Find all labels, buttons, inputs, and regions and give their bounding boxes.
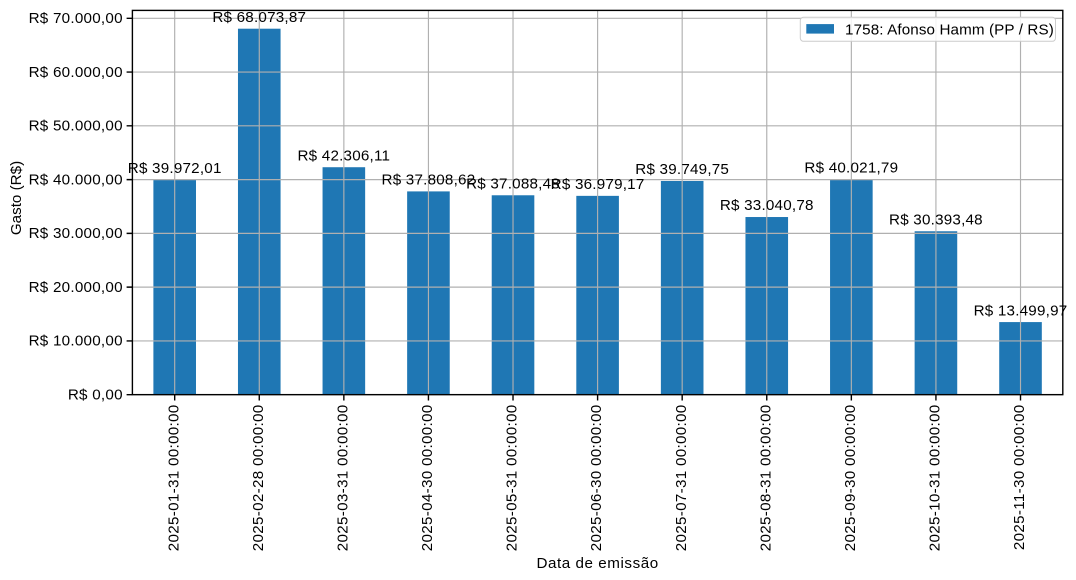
svg-text:2025-06-30 00:00:00: 2025-06-30 00:00:00: [588, 405, 605, 552]
svg-text:2025-02-28 00:00:00: 2025-02-28 00:00:00: [250, 405, 267, 552]
svg-text:R$ 40.000,00: R$ 40.000,00: [29, 171, 123, 188]
svg-text:2025-08-31 00:00:00: 2025-08-31 00:00:00: [757, 405, 774, 552]
svg-text:R$ 39.972,01: R$ 39.972,01: [128, 160, 222, 177]
svg-text:R$ 33.040,78: R$ 33.040,78: [720, 197, 814, 214]
svg-text:R$ 70.000,00: R$ 70.000,00: [29, 10, 123, 27]
svg-text:R$ 68.073,87: R$ 68.073,87: [212, 9, 306, 26]
svg-text:2025-10-31 00:00:00: 2025-10-31 00:00:00: [927, 405, 944, 552]
svg-text:R$ 20.000,00: R$ 20.000,00: [29, 279, 123, 296]
svg-text:R$ 30.000,00: R$ 30.000,00: [29, 225, 123, 242]
svg-text:R$ 37.088,48: R$ 37.088,48: [466, 175, 560, 192]
svg-text:R$ 13.499,97: R$ 13.499,97: [974, 302, 1068, 319]
svg-text:R$ 30.393,48: R$ 30.393,48: [889, 211, 983, 228]
svg-text:Gasto (R$): Gasto (R$): [8, 161, 25, 235]
svg-text:Data de emissão: Data de emissão: [536, 555, 658, 572]
svg-text:2025-09-30 00:00:00: 2025-09-30 00:00:00: [842, 405, 859, 552]
svg-text:2025-05-31 00:00:00: 2025-05-31 00:00:00: [504, 405, 521, 552]
svg-text:R$ 0,00: R$ 0,00: [68, 386, 123, 403]
svg-text:R$ 36.979,17: R$ 36.979,17: [551, 176, 645, 193]
svg-text:2025-07-31 00:00:00: 2025-07-31 00:00:00: [673, 405, 690, 552]
svg-text:R$ 50.000,00: R$ 50.000,00: [29, 118, 123, 135]
svg-text:R$ 37.808,62: R$ 37.808,62: [382, 172, 476, 189]
svg-text:R$ 60.000,00: R$ 60.000,00: [29, 64, 123, 81]
svg-text:R$ 10.000,00: R$ 10.000,00: [29, 333, 123, 350]
svg-text:R$ 40.021,79: R$ 40.021,79: [804, 160, 898, 177]
svg-text:2025-01-31 00:00:00: 2025-01-31 00:00:00: [165, 405, 182, 552]
svg-text:1758: Afonso Hamm (PP / RS): 1758: Afonso Hamm (PP / RS): [845, 22, 1054, 39]
svg-text:2025-04-30 00:00:00: 2025-04-30 00:00:00: [419, 405, 436, 552]
svg-text:R$ 39.749,75: R$ 39.749,75: [635, 161, 729, 178]
svg-text:R$ 42.306,11: R$ 42.306,11: [297, 147, 390, 164]
svg-text:2025-11-30 00:00:00: 2025-11-30 00:00:00: [1011, 405, 1028, 551]
svg-text:2025-03-31 00:00:00: 2025-03-31 00:00:00: [334, 405, 351, 552]
